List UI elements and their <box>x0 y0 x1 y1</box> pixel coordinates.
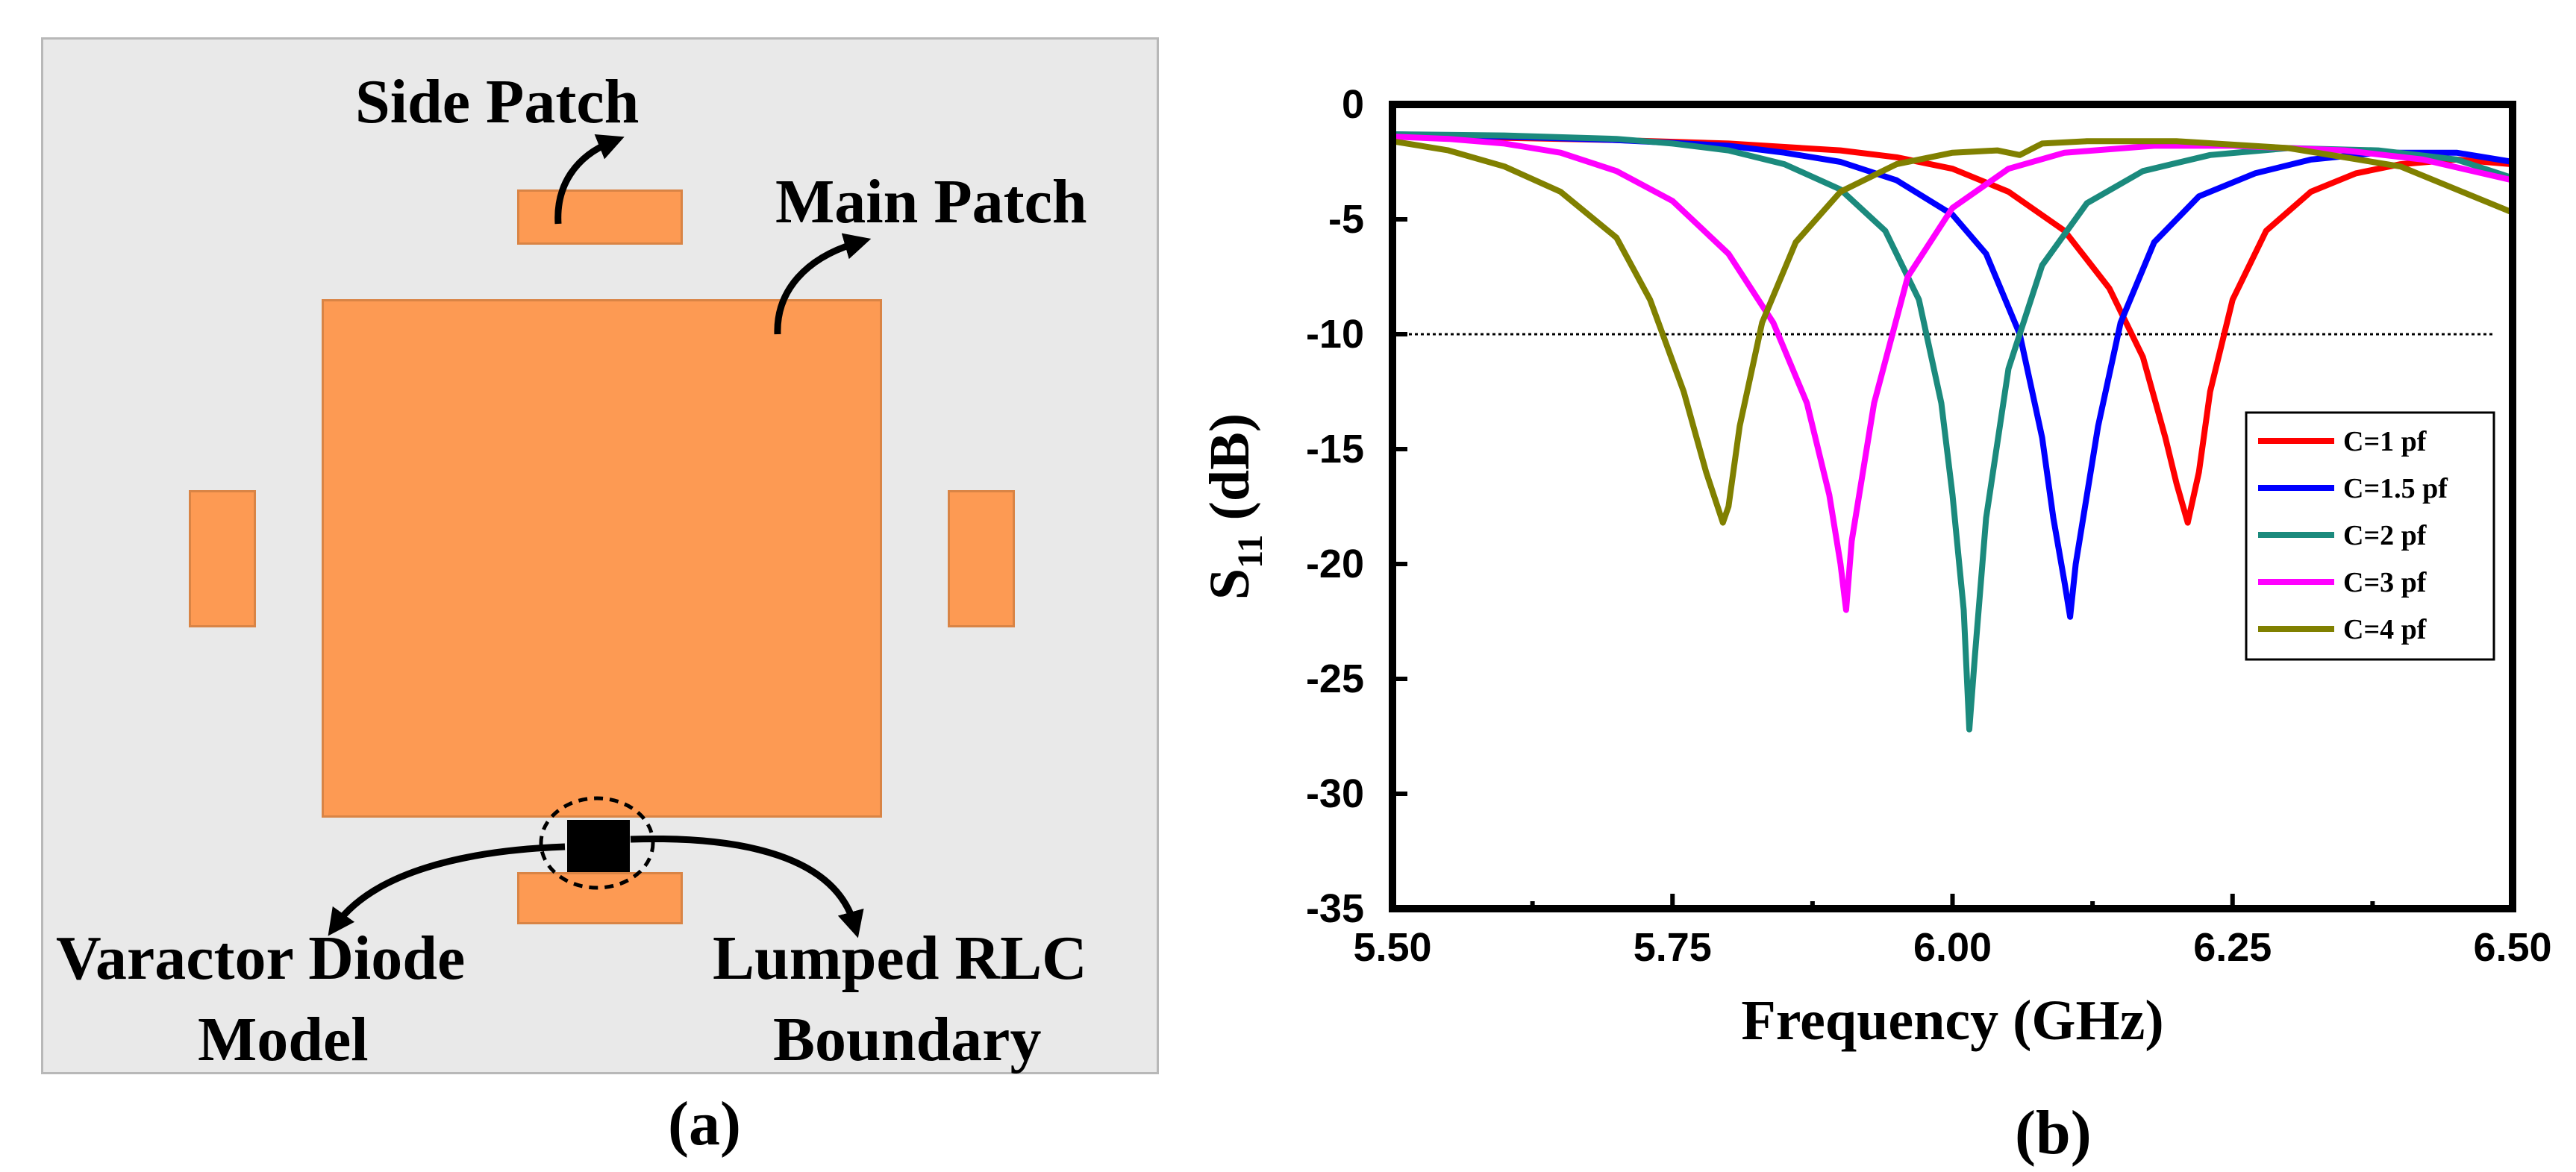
y-tick-label: -15 <box>1306 427 1364 471</box>
x-axis-label: Frequency (GHz) <box>1741 989 2163 1052</box>
legend: C=1 pf C=1.5 pf C=2 pf C=3 pf C=4 pf <box>2245 411 2495 661</box>
side-patch-arrow <box>554 134 625 225</box>
y-tick-label: -20 <box>1306 542 1364 586</box>
series-line-c-1-5-pf <box>1392 131 2513 620</box>
varactor-label-line2: Model <box>198 1005 369 1074</box>
legend-label: C=4 pf <box>2343 614 2427 645</box>
varactor-label-line1: Varactor Diode <box>56 924 466 993</box>
side-patch-left <box>189 490 256 627</box>
x-tick-label: 5.50 <box>1353 925 1431 970</box>
side-patch-right <box>948 490 1015 627</box>
antenna-layout-panel <box>41 37 1159 1074</box>
x-tick-label: 6.50 <box>2473 925 2551 970</box>
y-axis-label-main: S <box>1198 568 1261 600</box>
x-tick-label: 5.75 <box>1634 925 1712 970</box>
varactor-arrow <box>328 843 566 936</box>
caption-b: (b) <box>2015 1098 2092 1168</box>
varactor-diode <box>567 820 630 872</box>
diode-highlight-ellipse <box>539 796 655 890</box>
side-patch-top <box>517 189 683 245</box>
legend-label: C=1 pf <box>2343 426 2427 457</box>
legend-label: C=1.5 pf <box>2343 473 2448 504</box>
y-axis-label-sub: 11 <box>1231 534 1270 568</box>
x-tick-label: 6.25 <box>2193 925 2272 970</box>
main-patch-arrow <box>774 233 872 335</box>
y-tick-label: -10 <box>1306 312 1364 357</box>
y-axis-label: S11 (dB) <box>1198 413 1270 600</box>
plot-frame <box>1389 101 2516 912</box>
lumped-label-line1: Lumped RLC <box>713 924 1087 993</box>
x-tick-label: 6.00 <box>1913 925 1992 970</box>
legend-label: C=2 pf <box>2343 520 2427 551</box>
y-tick-label: 0 <box>1342 82 1364 127</box>
caption-a: (a) <box>668 1089 741 1159</box>
y-tick-label: -25 <box>1306 656 1364 701</box>
main-patch <box>322 299 882 818</box>
y-tick-label: -35 <box>1306 886 1364 931</box>
series-line-c-4-pf <box>1392 138 2514 526</box>
main-patch-label: Main Patch <box>775 167 1087 236</box>
legend-label: C=3 pf <box>2343 567 2427 598</box>
series-line-c-3-pf <box>1392 134 2513 613</box>
series-line-c-1-pf <box>1392 134 2513 526</box>
side-patch-bottom <box>517 872 683 924</box>
y-axis-label-rest: (dB) <box>1198 413 1261 535</box>
y-tick-label: -5 <box>1328 197 1364 242</box>
lumped-rlc-arrow <box>630 836 864 938</box>
side-patch-label: Side Patch <box>355 67 640 137</box>
y-tick-label: -30 <box>1306 771 1364 816</box>
series-line-c-2-pf <box>1392 131 2514 733</box>
lumped-label-line2: Boundary <box>773 1005 1042 1074</box>
